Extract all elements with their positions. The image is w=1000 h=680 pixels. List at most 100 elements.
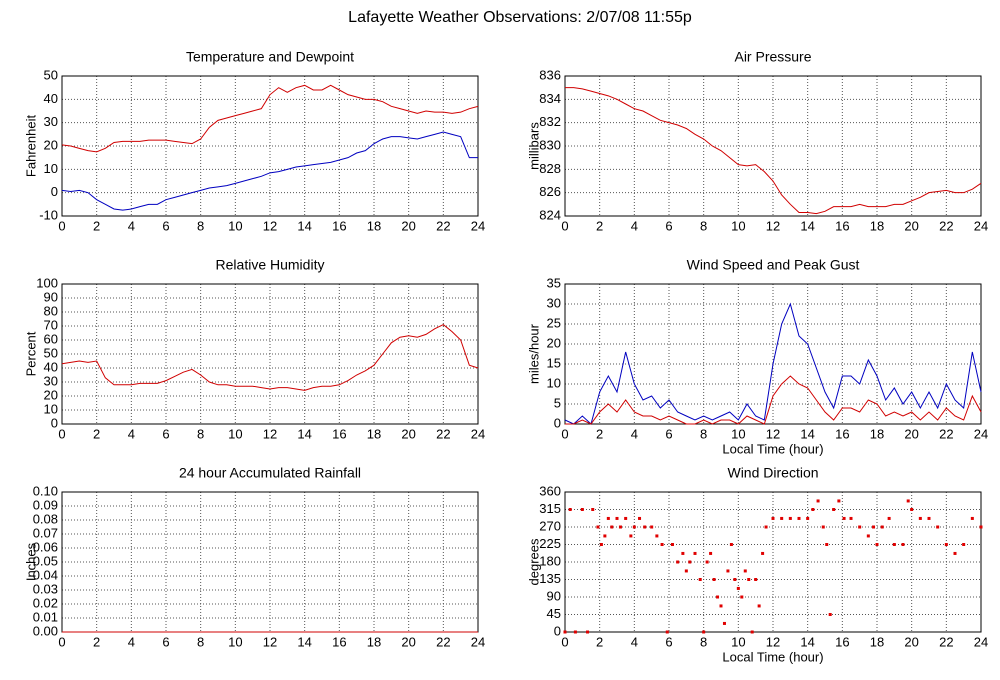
y-axis-label: Fahrenheit <box>23 115 38 178</box>
x-tick-label: 2 <box>596 218 603 233</box>
plot-frame <box>61 75 479 217</box>
x-tick-label: 8 <box>700 218 707 233</box>
x-tick-label: 10 <box>228 634 242 649</box>
x-tick-label: 24 <box>974 426 988 441</box>
y-axis-label: millibars <box>526 122 541 170</box>
y-tick-label: 824 <box>539 207 561 222</box>
panel-title: Wind Direction <box>727 465 818 481</box>
x-tick-label: 0 <box>561 218 568 233</box>
x-tick-label: 12 <box>263 426 277 441</box>
x-tick-label: 14 <box>297 426 311 441</box>
data-point <box>979 525 983 529</box>
data-point <box>858 525 862 529</box>
y-tick-label: 50 <box>44 67 58 82</box>
x-tick-label: 0 <box>561 426 568 441</box>
y-tick-label: 0.06 <box>33 539 58 554</box>
x-tick-label: 10 <box>731 426 745 441</box>
y-tick-label: 30 <box>44 373 58 388</box>
x-tick-label: 20 <box>401 426 415 441</box>
panel-title: Air Pressure <box>734 49 811 65</box>
panel-title: 24 hour Accumulated Rainfall <box>179 465 361 481</box>
x-tick-label: 12 <box>766 426 780 441</box>
y-tick-label: 834 <box>539 91 561 106</box>
y-tick-label: 0.05 <box>33 553 58 568</box>
data-point <box>906 499 910 503</box>
data-point <box>866 534 870 538</box>
data-point <box>591 508 595 511</box>
y-tick-label: 0.00 <box>33 623 58 638</box>
data-point <box>887 516 891 520</box>
y-tick-label: 0 <box>554 415 561 430</box>
x-tick-label: 14 <box>297 218 311 233</box>
y-tick-label: 0.08 <box>33 511 58 526</box>
y-tick-label: 0 <box>554 623 561 638</box>
x-tick-label: 18 <box>870 218 884 233</box>
x-tick-label: 16 <box>835 426 849 441</box>
data-point <box>771 516 775 520</box>
x-tick-label: 6 <box>162 426 169 441</box>
x-tick-label: 4 <box>128 634 135 649</box>
data-point <box>716 595 720 599</box>
x-tick-label: 18 <box>367 218 381 233</box>
x-tick-label: 2 <box>93 426 100 441</box>
y-tick-label: 0.04 <box>33 567 58 582</box>
data-point <box>599 543 603 546</box>
data-point <box>927 516 931 520</box>
y-tick-label: 0.01 <box>33 609 58 624</box>
data-point <box>726 569 730 573</box>
data-point <box>757 604 761 608</box>
data-point <box>936 525 940 529</box>
y-tick-label: 0 <box>51 184 58 199</box>
y-tick-label: 828 <box>539 161 561 176</box>
data-point <box>747 578 751 581</box>
panel-title: Relative Humidity <box>216 257 325 273</box>
x-tick-label: 22 <box>436 426 450 441</box>
data-point <box>761 551 765 555</box>
y-tick-label: 0.09 <box>33 497 58 512</box>
x-tick-label: 12 <box>263 634 277 649</box>
x-tick-label: 20 <box>904 426 918 441</box>
y-axis-label: Percent <box>23 331 38 376</box>
y-tick-label: 45 <box>547 606 561 621</box>
y-tick-label: 180 <box>539 553 561 568</box>
x-tick-label: 14 <box>297 634 311 649</box>
x-tick-label: 10 <box>228 218 242 233</box>
y-tick-label: 135 <box>539 571 561 586</box>
x-tick-label: 12 <box>263 218 277 233</box>
y-tick-label: 0.03 <box>33 581 58 596</box>
data-line <box>61 84 479 153</box>
y-tick-label: 826 <box>539 184 561 199</box>
y-tick-label: 836 <box>539 67 561 82</box>
data-point <box>698 578 702 581</box>
panel-title: Temperature and Dewpoint <box>186 49 354 65</box>
y-tick-label: 10 <box>547 375 561 390</box>
x-tick-label: 6 <box>162 634 169 649</box>
x-tick-label: 6 <box>665 218 672 233</box>
data-line <box>565 87 982 215</box>
data-point <box>618 525 622 529</box>
x-tick-label: 0 <box>58 218 65 233</box>
data-point <box>712 578 716 581</box>
data-point <box>629 534 633 538</box>
x-tick-label: 20 <box>904 218 918 233</box>
data-point <box>811 508 815 511</box>
x-tick-label: 6 <box>665 426 672 441</box>
x-tick-label: 10 <box>228 426 242 441</box>
y-tick-label: 60 <box>44 331 58 346</box>
data-point <box>849 516 853 520</box>
data-point <box>684 569 688 573</box>
data-point <box>875 543 879 546</box>
page-title: Lafayette Weather Observations: 2/07/08 … <box>348 9 692 26</box>
x-tick-label: 24 <box>974 634 988 649</box>
y-tick-label: 25 <box>547 315 561 330</box>
x-tick-label: 4 <box>128 218 135 233</box>
data-point <box>638 516 642 520</box>
y-tick-label: 830 <box>539 137 561 152</box>
panel: 24 hour Accumulated Rainfall 0.000.010.02… <box>23 465 485 650</box>
x-tick-label: 8 <box>197 634 204 649</box>
data-point <box>970 516 974 520</box>
x-tick-label: 6 <box>162 218 169 233</box>
plot-frame <box>61 283 479 425</box>
data-point <box>880 525 884 529</box>
